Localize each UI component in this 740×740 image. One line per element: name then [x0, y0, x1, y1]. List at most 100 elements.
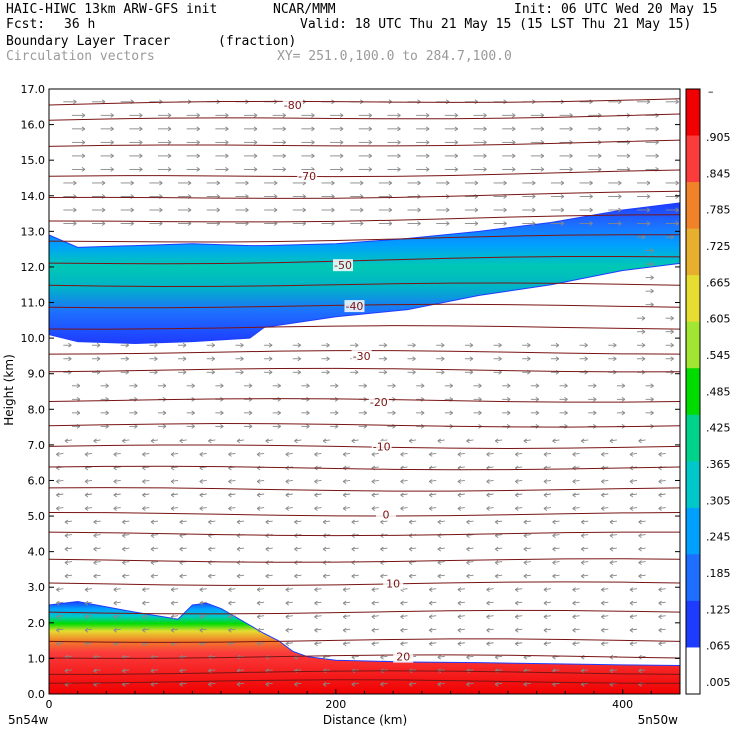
vector-arrow-head [629, 600, 634, 604]
isotherm-label: 10 [386, 578, 400, 591]
vector-arrow-head [191, 410, 195, 414]
vector-arrow [285, 480, 293, 482]
vector-arrow [437, 520, 445, 523]
vector-arrow-head [629, 452, 634, 455]
vector-arrow-head [342, 465, 347, 469]
vector-arrow-head [113, 643, 117, 647]
vector-arrow [142, 642, 150, 645]
vector-arrow-head [297, 371, 302, 375]
vector-arrow-head [130, 207, 134, 211]
vector-arrow-head [113, 479, 117, 482]
vector-arrow-head [159, 209, 163, 213]
isotherm-line [49, 638, 680, 643]
colorbar-label: .365 [706, 458, 731, 471]
vector-arrow-head [515, 492, 519, 496]
vector-arrow-head [199, 627, 203, 631]
vector-arrow-head [601, 643, 605, 647]
isotherm-line [49, 190, 680, 199]
vector-arrow-head [555, 356, 560, 360]
vector-arrow-head [540, 167, 545, 170]
vector-arrow-head [494, 519, 499, 523]
vector-arrow-head [601, 481, 605, 484]
vector-arrow [572, 452, 580, 455]
vector-arrow-head [511, 155, 516, 159]
vector-arrow-head [638, 560, 642, 563]
vector-arrow-head [211, 369, 215, 373]
vector-arrow-head [125, 344, 129, 348]
vector-arrow-head [437, 548, 442, 552]
isotherm-line [49, 113, 680, 121]
vector-arrow [285, 601, 293, 604]
vector-arrow-head [626, 167, 631, 170]
vector-arrow-head [638, 521, 642, 525]
vector-arrow-head [142, 467, 146, 471]
vector-arrow-head [342, 600, 347, 604]
vector-arrow-head [641, 234, 646, 238]
vector-arrow [658, 452, 666, 455]
isotherm-line [49, 654, 680, 659]
vector-arrow-head [64, 670, 69, 674]
vector-arrow [93, 534, 101, 537]
vector-arrow-head [601, 587, 605, 591]
vector-arrow-head [503, 182, 507, 186]
vector-arrow-head [170, 467, 175, 471]
vector-arrow-head [641, 331, 646, 335]
isotherm-label: -50 [334, 259, 352, 272]
vector-arrow-head [592, 385, 597, 389]
vector-arrow-head [523, 656, 528, 660]
vector-arrow-head [150, 683, 155, 687]
vector-arrow-head [256, 479, 261, 482]
vector-arrow-head [273, 182, 278, 186]
vector-arrow-head [543, 492, 548, 496]
vector-arrow-head [454, 140, 459, 143]
vector-arrow-head [162, 412, 167, 416]
vector-arrow-head [466, 548, 470, 552]
vector-arrow-head [597, 153, 602, 157]
vector-arrow-head [675, 99, 679, 103]
isotherm-label-bg [282, 99, 303, 112]
vector-arrow [400, 493, 408, 496]
vector-arrow [199, 452, 207, 455]
vector-arrow-head [167, 140, 172, 143]
vector-arrow-head [236, 548, 241, 552]
vector-arrow-head [371, 602, 376, 606]
vector-arrow [543, 601, 551, 604]
vector-arrow-head [380, 548, 384, 552]
vector-arrow-head [494, 535, 499, 538]
vector-arrow-head [220, 426, 224, 429]
vector-arrow-head [273, 180, 278, 184]
vector-arrow-head [641, 315, 646, 319]
vector-arrow-head [572, 452, 576, 455]
vector-arrow-head [469, 371, 474, 375]
vector-arrow [236, 439, 245, 442]
vector-arrow-head [167, 155, 172, 159]
y-tick-label: 7.0 [28, 439, 46, 452]
vector-arrow-head [196, 169, 200, 172]
vector-arrow-head [609, 521, 614, 525]
vector-arrow-head [216, 223, 220, 226]
vector-arrow-head [96, 356, 101, 360]
vector-arrow-head [572, 629, 576, 633]
vector-arrow-head [486, 452, 490, 455]
vector-arrow-head [523, 575, 528, 579]
vector-arrow-head [650, 385, 654, 389]
vector-arrow-head [64, 438, 69, 442]
vector-arrow-head [515, 616, 519, 620]
vector-arrow-head [182, 342, 187, 346]
vector-arrow-head [282, 112, 286, 116]
vector-arrow-head [437, 656, 442, 660]
vector-arrow [294, 520, 302, 523]
vector-arrow-head [150, 573, 155, 577]
vector-arrow-head [670, 342, 674, 346]
vector-arrow-head [179, 562, 183, 565]
vector-arrow-head [84, 616, 89, 620]
vector-arrow-head [466, 683, 470, 687]
vector-arrow [236, 520, 245, 523]
vector-arrow-head [208, 546, 212, 550]
vector-arrow-head [326, 342, 330, 346]
vector-arrow-head [199, 629, 203, 633]
vector-arrow-head [170, 600, 175, 604]
vector-arrow-head [457, 479, 462, 482]
vector-arrow-head [420, 385, 425, 389]
vector-arrow-head [515, 589, 519, 593]
